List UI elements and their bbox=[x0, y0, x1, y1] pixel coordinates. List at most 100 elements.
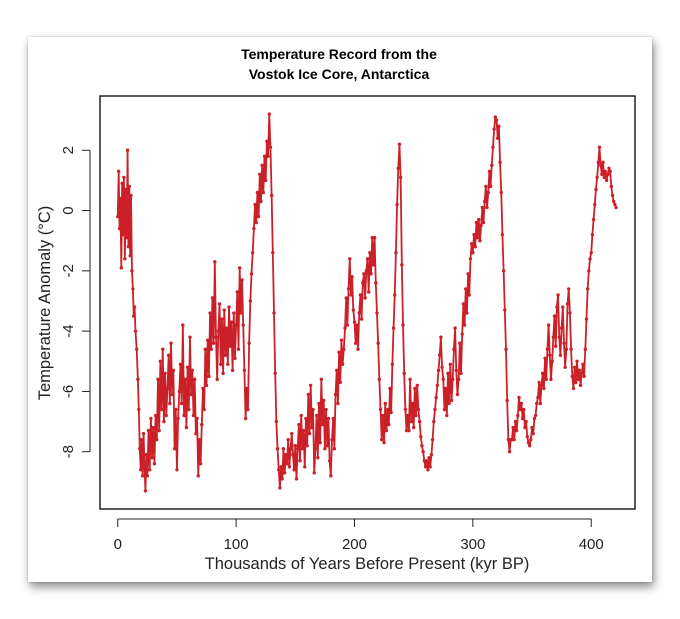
data-point bbox=[143, 489, 148, 493]
data-point bbox=[458, 341, 462, 345]
data-point bbox=[519, 401, 524, 406]
data-point bbox=[468, 257, 473, 261]
data-point bbox=[119, 266, 124, 270]
axis-ticks: 0 100 200 300 400 2 0 -2 -4 -6 -8 bbox=[60, 146, 604, 553]
data-point bbox=[478, 239, 482, 243]
data-point bbox=[524, 419, 528, 424]
data-point bbox=[496, 136, 500, 140]
data-point bbox=[459, 371, 463, 376]
data-point bbox=[482, 199, 487, 204]
data-point bbox=[445, 413, 449, 418]
data-point bbox=[118, 196, 123, 201]
data-point bbox=[384, 428, 389, 433]
data-point bbox=[116, 214, 120, 219]
data-point bbox=[469, 242, 474, 246]
data-point bbox=[448, 362, 453, 366]
data-point bbox=[363, 296, 367, 300]
data-point bbox=[223, 353, 228, 357]
data-point bbox=[472, 232, 476, 237]
data-point bbox=[388, 386, 392, 391]
data-point bbox=[281, 447, 286, 451]
data-point bbox=[201, 386, 205, 391]
data-point bbox=[314, 413, 319, 418]
data-series bbox=[116, 112, 618, 493]
data-point bbox=[591, 217, 596, 222]
y-tick-label: -2 bbox=[60, 264, 77, 277]
data-point bbox=[126, 245, 131, 249]
data-point bbox=[429, 453, 434, 457]
data-point bbox=[235, 290, 239, 294]
data-point bbox=[545, 347, 550, 351]
data-point bbox=[556, 293, 560, 297]
data-point bbox=[538, 401, 543, 406]
x-tick-label: 0 bbox=[114, 536, 122, 553]
x-tick-label: 300 bbox=[460, 536, 485, 553]
data-point bbox=[454, 368, 458, 373]
data-point bbox=[420, 443, 424, 448]
data-point bbox=[343, 326, 347, 330]
data-point bbox=[597, 145, 602, 149]
data-point bbox=[285, 462, 289, 466]
data-point bbox=[203, 347, 208, 351]
data-point bbox=[120, 181, 124, 186]
data-point bbox=[440, 365, 444, 370]
data-point bbox=[436, 368, 441, 373]
data-point bbox=[155, 437, 159, 442]
data-point bbox=[455, 392, 460, 397]
data-point bbox=[473, 245, 477, 249]
data-point bbox=[464, 287, 468, 291]
data-point bbox=[121, 232, 125, 237]
data-point bbox=[331, 416, 335, 421]
data-point bbox=[568, 311, 572, 315]
data-point bbox=[191, 413, 196, 418]
data-point bbox=[356, 347, 360, 351]
data-point bbox=[498, 160, 502, 165]
y-tick-label: -6 bbox=[60, 385, 77, 398]
data-point bbox=[589, 251, 593, 255]
data-point bbox=[419, 434, 423, 439]
data-point bbox=[432, 419, 436, 424]
data-point bbox=[546, 323, 551, 327]
data-point bbox=[323, 447, 327, 451]
data-point bbox=[230, 368, 235, 373]
data-point bbox=[248, 299, 253, 303]
x-tick-label: 200 bbox=[342, 536, 367, 553]
data-point bbox=[577, 368, 582, 373]
data-point bbox=[207, 374, 211, 379]
data-point bbox=[600, 172, 604, 177]
data-point bbox=[233, 356, 237, 360]
y-tick-label: -8 bbox=[60, 445, 77, 458]
data-point bbox=[580, 371, 584, 376]
data-point bbox=[401, 323, 405, 327]
data-point bbox=[570, 374, 574, 379]
data-point bbox=[414, 413, 418, 418]
data-point bbox=[451, 377, 455, 382]
data-point bbox=[266, 154, 270, 158]
data-point bbox=[192, 377, 197, 382]
data-point bbox=[518, 407, 522, 412]
data-point bbox=[194, 431, 198, 436]
data-point bbox=[389, 410, 393, 415]
y-axis-label: Temperature Anomaly (°C) bbox=[36, 206, 54, 401]
data-point bbox=[228, 344, 232, 348]
data-point bbox=[395, 202, 399, 207]
data-point bbox=[165, 386, 170, 391]
data-point bbox=[503, 308, 507, 312]
data-point bbox=[308, 383, 313, 388]
data-point bbox=[467, 293, 471, 297]
data-point bbox=[446, 371, 450, 376]
data-point bbox=[434, 395, 438, 400]
data-point bbox=[377, 377, 382, 382]
data-point bbox=[475, 235, 480, 240]
data-point bbox=[544, 377, 548, 382]
data-point bbox=[215, 377, 219, 382]
data-point bbox=[156, 377, 160, 382]
data-point bbox=[466, 272, 470, 276]
figure-card: Temperature Record from the Vostok Ice C… bbox=[28, 37, 652, 582]
data-point bbox=[603, 169, 608, 174]
data-point bbox=[312, 471, 316, 475]
data-point bbox=[387, 422, 391, 427]
data-point bbox=[162, 419, 166, 424]
data-point bbox=[366, 290, 371, 294]
data-point bbox=[175, 468, 179, 472]
